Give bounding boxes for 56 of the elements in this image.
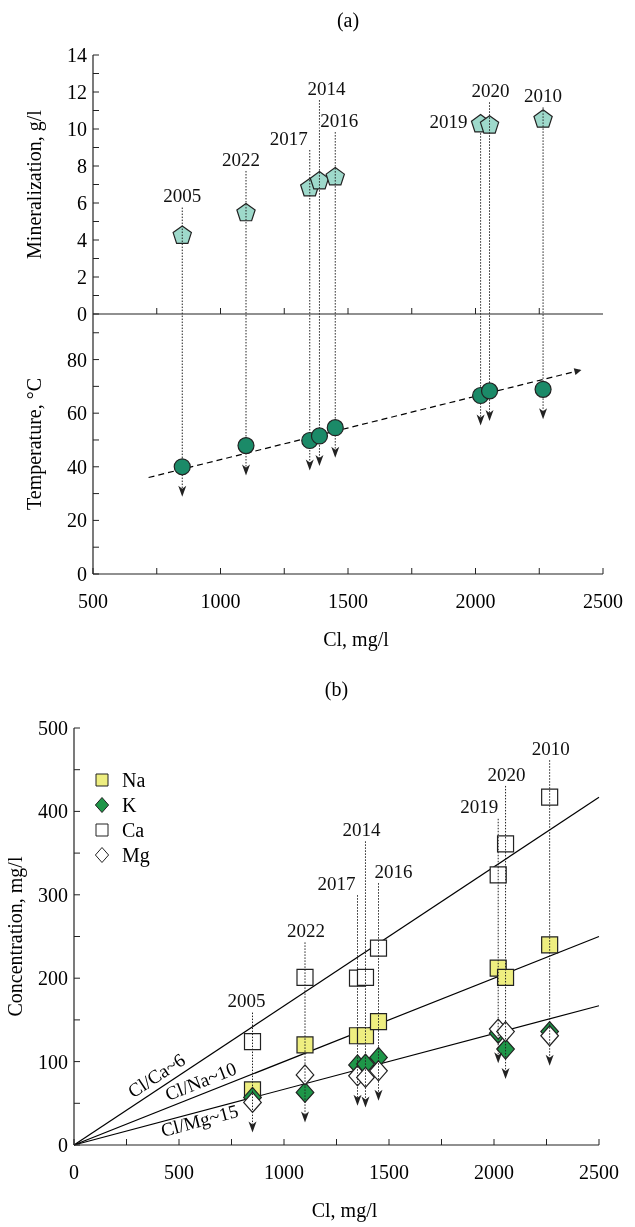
y-tick-label: 0 bbox=[58, 1134, 68, 1156]
annotation: 2010 bbox=[531, 737, 570, 759]
x-tick-label: 500 bbox=[164, 1161, 194, 1183]
y-axis-title: Mineralization, g/l bbox=[23, 109, 46, 259]
annotation: 2020 bbox=[487, 763, 526, 785]
y-tick-label: 0 bbox=[77, 303, 87, 325]
legend-label: Ca bbox=[122, 819, 145, 841]
y-tick-label: 80 bbox=[67, 348, 87, 371]
annotation: 2017 bbox=[269, 127, 308, 149]
annotation: 2019 bbox=[460, 796, 499, 818]
y-axis-title: Concentration, mg/l bbox=[4, 856, 27, 1017]
chart-title: (a) bbox=[336, 9, 360, 32]
legend-label: Mg bbox=[122, 844, 150, 867]
annotation: 2022 bbox=[287, 920, 325, 942]
x-tick-label: 2500 bbox=[583, 590, 623, 612]
annotation: 2005 bbox=[163, 185, 202, 207]
x-axis-title: Cl, mg/l bbox=[323, 628, 390, 651]
annotation: 2005 bbox=[227, 990, 266, 1012]
y-tick-label: 4 bbox=[77, 229, 87, 251]
legend-label: K bbox=[122, 794, 137, 816]
x-tick-label: 1000 bbox=[264, 1161, 304, 1183]
y-tick-label: 20 bbox=[67, 509, 87, 532]
x-tick-label: 2000 bbox=[474, 1161, 514, 1183]
annotation: 2022 bbox=[222, 148, 260, 170]
y-tick-label: 0 bbox=[77, 563, 87, 585]
y-tick-label: 12 bbox=[67, 81, 87, 103]
legend-label: Na bbox=[122, 769, 146, 791]
x-tick-label: 1500 bbox=[328, 590, 368, 612]
annotation: 2016 bbox=[320, 109, 359, 131]
x-tick-label: 2000 bbox=[455, 590, 496, 612]
annotation: 2016 bbox=[374, 860, 413, 882]
y-tick-label: 400 bbox=[38, 800, 68, 823]
x-tick-label: 1500 bbox=[369, 1161, 409, 1183]
y-tick-label: 500 bbox=[38, 717, 68, 739]
y-tick-label: 60 bbox=[67, 402, 87, 425]
y-tick-label: 8 bbox=[77, 155, 87, 177]
y-tick-label: 300 bbox=[38, 883, 68, 906]
y-tick-label: 14 bbox=[67, 44, 87, 66]
annotation: 2019 bbox=[429, 110, 468, 132]
x-tick-label: 2500 bbox=[579, 1161, 619, 1183]
y-tick-label: 6 bbox=[77, 192, 87, 214]
annotation: 2014 bbox=[342, 819, 381, 841]
annotation: 2017 bbox=[317, 872, 356, 894]
y-tick-label: 40 bbox=[67, 455, 87, 478]
chart-title: (b) bbox=[324, 678, 349, 701]
x-tick-label: 1000 bbox=[200, 590, 241, 612]
text: Cl/Mg~15 bbox=[158, 1100, 241, 1141]
y-tick-label: 200 bbox=[38, 967, 68, 990]
y-axis-title: Temperature, °C bbox=[23, 377, 46, 511]
annotation: 2020 bbox=[471, 79, 510, 101]
y-tick-label: 10 bbox=[67, 118, 87, 140]
annotation: 2014 bbox=[307, 77, 346, 99]
annotation: 2010 bbox=[524, 85, 563, 107]
y-tick-label: 2 bbox=[77, 266, 87, 288]
x-axis-title: Cl, mg/l bbox=[311, 1199, 378, 1222]
y-tick-label: 100 bbox=[38, 1050, 68, 1073]
